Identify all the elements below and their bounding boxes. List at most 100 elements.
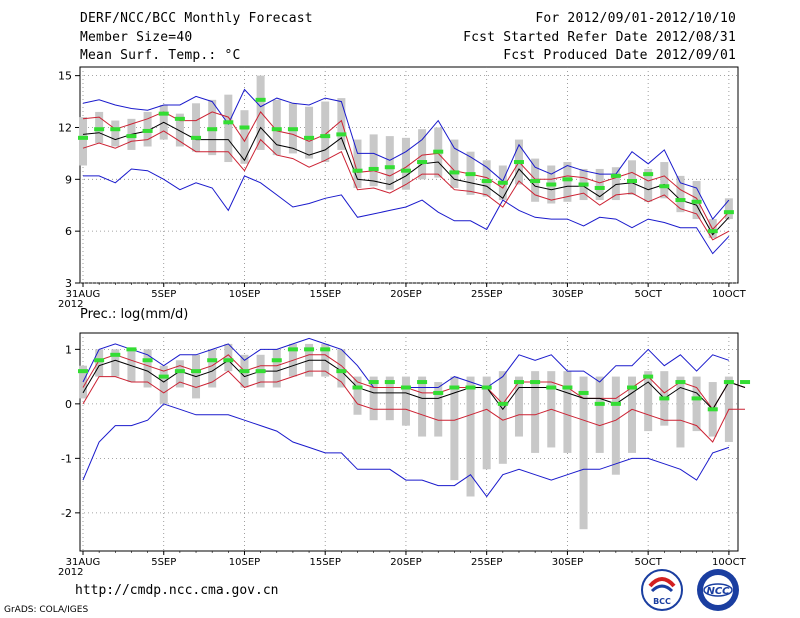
ncc-logo-text: NCC — [706, 586, 730, 597]
ensemble-box — [628, 160, 637, 195]
x-tick-label: 25SEP — [471, 557, 502, 568]
observed-marker — [239, 125, 250, 130]
observed-marker — [174, 369, 185, 374]
observed-marker — [610, 173, 621, 178]
ensemble-box — [175, 113, 184, 147]
observed-marker — [707, 407, 718, 412]
observed-marker — [78, 135, 88, 140]
ensemble-box — [353, 376, 362, 415]
x-tick-label: 25SEP — [471, 289, 502, 300]
observed-marker — [287, 347, 298, 352]
ensemble-box — [111, 120, 120, 147]
observed-marker — [449, 170, 460, 175]
observed-marker — [223, 120, 234, 125]
y-tick-label: -1 — [61, 452, 72, 465]
series-lower-line — [82, 370, 745, 443]
observed-marker — [400, 168, 411, 173]
ensemble-box — [159, 365, 168, 404]
observed-marker — [207, 127, 218, 132]
observed-marker — [691, 199, 702, 204]
observed-marker — [594, 401, 605, 406]
ensemble-box — [337, 98, 346, 150]
chart-panel-precipitation: -2 -1 0 1 31AUG 5SEP 10SEP 15SEP 20SEP 25SEP 30SEP… — [58, 307, 751, 578]
observed-marker — [207, 358, 218, 363]
ensemble-box — [563, 371, 572, 453]
x-tick-label: 5SEP — [151, 557, 176, 568]
observed-marker — [481, 179, 492, 184]
x-tick-label: 31AUG — [66, 557, 101, 568]
x-tick-label: 15SEP — [309, 289, 340, 300]
ensemble-box — [466, 376, 475, 497]
bcc-logo: BCC — [641, 569, 683, 611]
observed-marker — [562, 177, 573, 182]
observed-marker — [465, 172, 476, 177]
x-tick-label: 10OCT — [712, 289, 747, 300]
observed-marker — [255, 369, 266, 374]
observed-marker — [513, 380, 524, 385]
observed-marker — [627, 179, 638, 184]
ensemble-box — [224, 94, 233, 163]
observed-marker — [191, 135, 202, 140]
ensemble-box — [611, 376, 620, 475]
observed-marker — [223, 358, 234, 363]
observed-marker — [530, 179, 541, 184]
ensemble-box — [531, 371, 540, 453]
ensemble-box — [418, 129, 427, 180]
observed-marker — [707, 229, 718, 234]
ensemble-box — [724, 198, 733, 220]
x-tick-label: 20SEP — [390, 289, 421, 300]
series-min-line — [82, 403, 730, 498]
ensemble-box — [79, 117, 87, 166]
observed-marker — [417, 160, 428, 165]
series-upper-line — [82, 111, 730, 231]
plot-frame — [79, 332, 739, 552]
observed-marker — [578, 390, 589, 395]
observed-marker — [433, 390, 444, 395]
ensemble-box — [628, 376, 637, 453]
x-tick-label: 5SEP — [151, 289, 176, 300]
y-tick-label: 12 — [58, 121, 72, 134]
observed-marker — [336, 132, 347, 137]
observed-marker — [255, 97, 266, 102]
observed-marker — [546, 385, 557, 390]
y-tick-label: 1 — [65, 343, 72, 356]
observed-marker — [191, 369, 202, 374]
ensemble-box — [175, 360, 184, 388]
observed-marker — [659, 184, 670, 189]
footer-url[interactable]: http://cmdp.ncc.cma.gov.cn — [75, 583, 279, 598]
x-tick-label: 15SEP — [309, 557, 340, 568]
observed-marker — [497, 180, 508, 185]
x-tick-label: 5OCT — [634, 289, 662, 300]
observed-marker — [659, 396, 670, 401]
observed-marker — [723, 380, 734, 385]
observed-marker — [110, 352, 121, 357]
observed-marker — [643, 374, 654, 379]
observed-marker — [368, 166, 379, 171]
observed-marker — [320, 347, 331, 352]
y-tick-label: 3 — [65, 277, 72, 290]
y-tick-label: 15 — [58, 70, 72, 83]
observed-marker — [126, 134, 137, 139]
ensemble-box — [434, 382, 443, 437]
observed-marker — [304, 135, 315, 140]
ensemble-box — [418, 376, 427, 437]
observed-marker — [578, 182, 589, 187]
ensemble-box — [676, 175, 685, 213]
ensemble-box — [482, 376, 491, 470]
observed-marker — [465, 385, 476, 390]
ensemble-box — [111, 349, 120, 377]
observed-marker — [320, 134, 331, 139]
ensemble-box — [595, 376, 604, 453]
observed-marker — [675, 198, 686, 203]
observed-marker — [271, 358, 282, 363]
grads-credit: GrADS: COLA/IGES — [4, 605, 89, 615]
series-mean-line — [82, 121, 730, 236]
ensemble-box — [579, 376, 588, 530]
observed-marker — [271, 127, 282, 132]
temp-panel-title: Mean Surf. Temp.: °C — [80, 48, 241, 63]
ensemble-box — [514, 376, 523, 437]
ensemble-box — [611, 167, 620, 201]
x-tick-label: 5OCT — [634, 557, 662, 568]
ensemble-box — [644, 371, 653, 432]
ensemble-box — [385, 136, 394, 190]
